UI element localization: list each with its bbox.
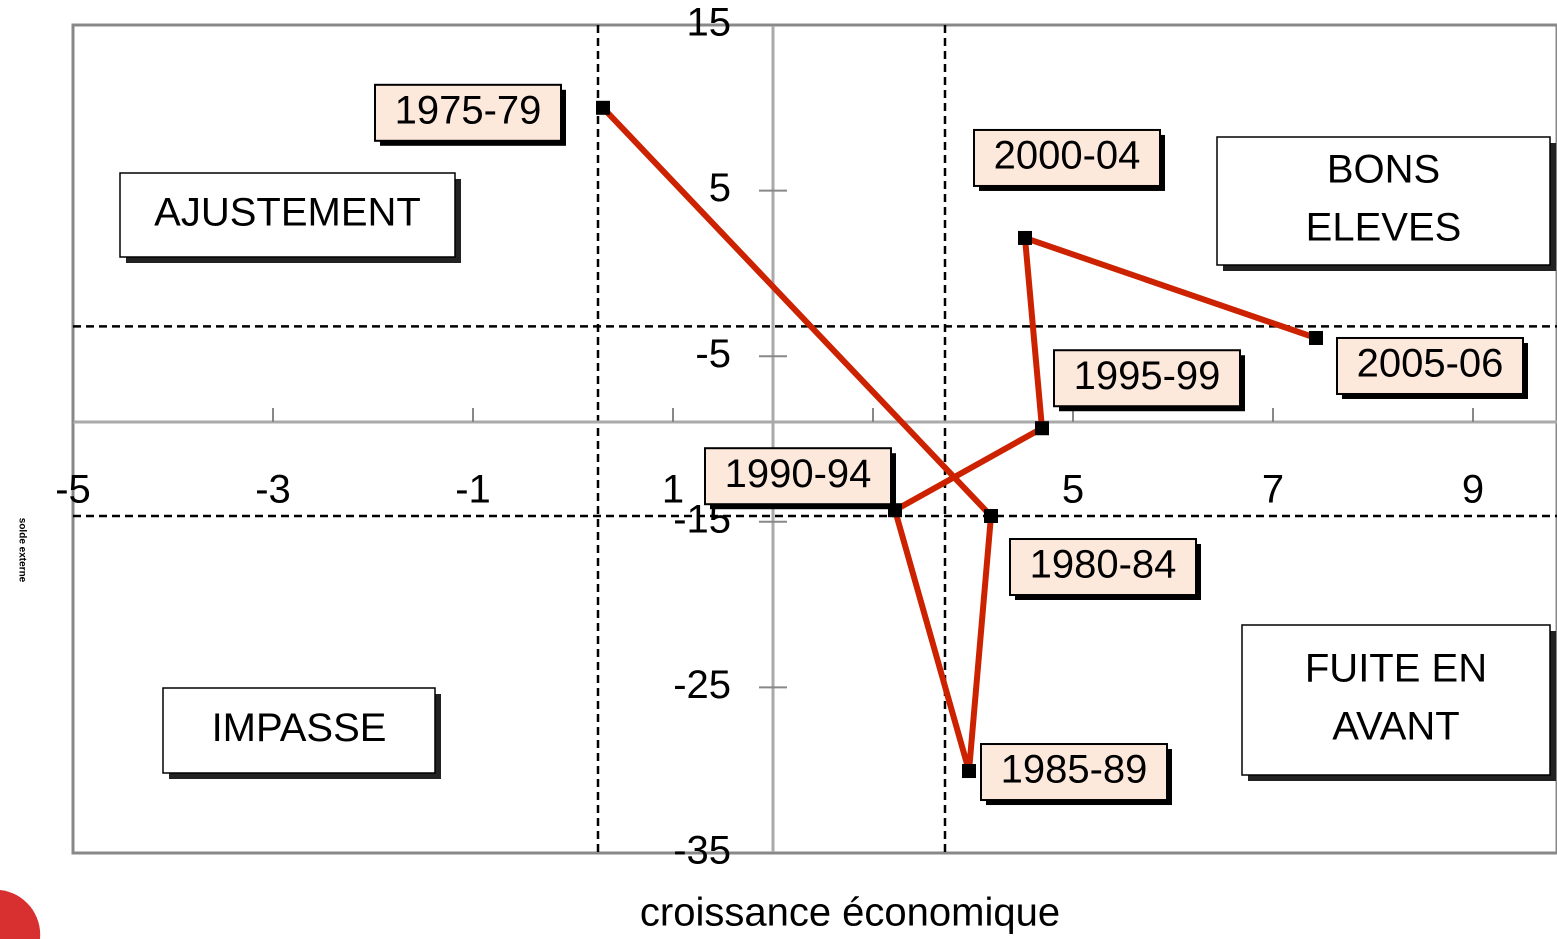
point-label: 1975-79 (395, 88, 542, 132)
y-axis-label: solde externe (16, 518, 27, 583)
x-tick-label: -3 (255, 468, 291, 512)
label-box (704, 447, 892, 506)
annotation-text: ELEVES (1306, 206, 1462, 250)
point-label: 1980-84 (1030, 543, 1177, 587)
y-tick-label: -35 (673, 829, 731, 873)
point-label: 1990-94 (725, 452, 872, 496)
data-point (596, 100, 610, 115)
y-tick-label: -25 (673, 663, 731, 707)
label-box (1009, 538, 1197, 597)
point-label: 1985-89 (1001, 748, 1148, 792)
logo (0, 890, 41, 939)
y-tick-label: 15 (687, 1, 732, 45)
y-tick-label: 5 (709, 166, 731, 210)
annotation-text: AVANT (1332, 705, 1459, 749)
label-box (374, 83, 562, 142)
label-box (973, 128, 1161, 187)
label-box (1336, 336, 1524, 395)
data-point (962, 764, 976, 779)
point-label: 1995-99 (1074, 354, 1221, 398)
label-box (1053, 349, 1241, 408)
point-label: 2000-04 (994, 134, 1141, 178)
x-tick-label: -5 (55, 468, 91, 512)
data-point (1018, 230, 1032, 245)
label-box (980, 743, 1168, 802)
annotation-box (162, 687, 436, 774)
x-tick-label: -1 (455, 468, 491, 512)
x-axis-label: croissance économique (640, 891, 1060, 935)
plot-frame (71, 23, 1557, 855)
x-tick-label: 1 (662, 468, 684, 512)
point-label: 2005-06 (1357, 342, 1504, 386)
annotation-text: IMPASSE (212, 706, 387, 750)
annotation-box (1241, 624, 1551, 776)
y-tick-label: -5 (695, 332, 731, 376)
annotation-text: FUITE EN (1305, 647, 1487, 691)
data-point (984, 509, 998, 524)
x-tick-label: 9 (1462, 468, 1484, 512)
x-tick-label: 7 (1262, 468, 1284, 512)
annotation-box (1216, 136, 1551, 266)
annotation-box (119, 172, 456, 258)
annotation-text: AJUSTEMENT (154, 191, 421, 235)
annotation-text: BONS (1327, 148, 1440, 192)
data-point (1309, 330, 1323, 345)
x-tick-label: 5 (1062, 468, 1084, 512)
data-point (1035, 421, 1049, 436)
